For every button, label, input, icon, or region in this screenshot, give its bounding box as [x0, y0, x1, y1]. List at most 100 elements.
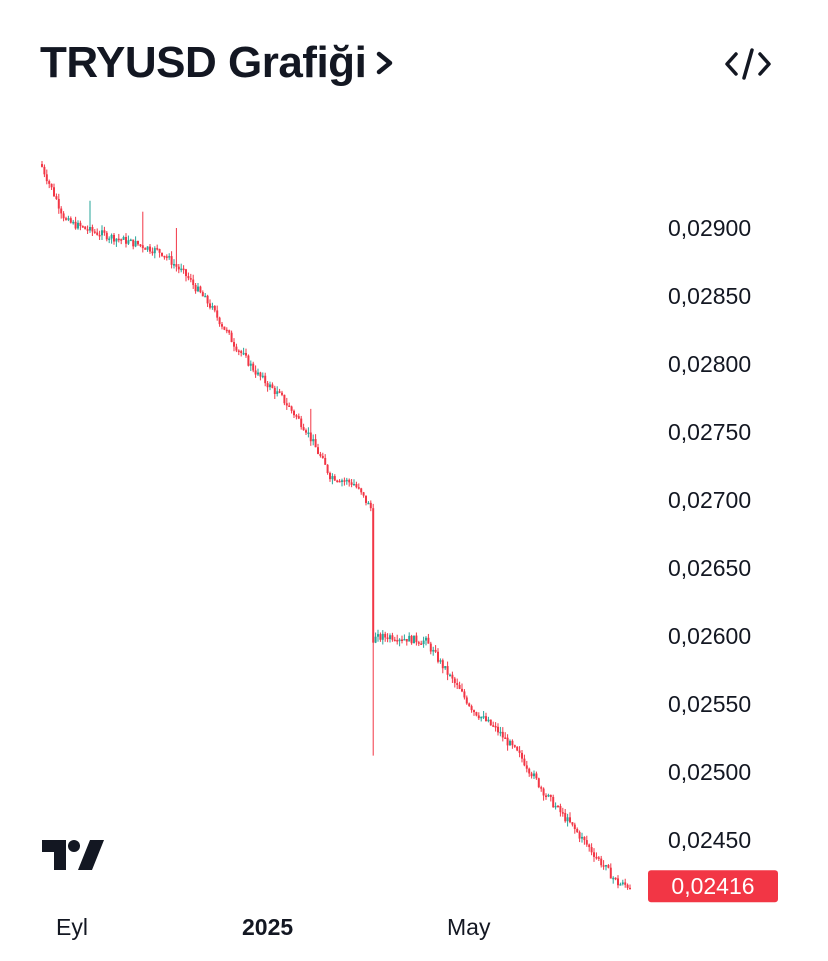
candle-body [561, 812, 564, 814]
candle-body [211, 306, 214, 308]
candle-body [199, 286, 202, 293]
candle-body [516, 746, 519, 751]
candle-body [273, 387, 276, 394]
candle-body [417, 642, 420, 644]
candle-body [389, 635, 391, 640]
candle-body [429, 643, 432, 652]
candle-body [81, 226, 84, 228]
candle-body [197, 286, 199, 292]
candle-body [177, 266, 180, 270]
candle-body [278, 391, 281, 393]
candle-body [216, 310, 219, 318]
candle-body [257, 372, 259, 375]
candle-body [110, 234, 113, 239]
candle-body [600, 858, 603, 866]
candle-body [401, 639, 403, 642]
candle-body [540, 787, 543, 789]
candle-body [422, 640, 425, 645]
candle-body [127, 240, 130, 244]
candle-body [513, 745, 516, 747]
candle-body [96, 232, 99, 235]
candle-body [415, 635, 418, 643]
tradingview-logo[interactable] [42, 838, 104, 872]
code-embed-icon[interactable] [722, 44, 774, 84]
candle-body [221, 324, 223, 327]
candle-body [624, 882, 627, 885]
candle-body [535, 773, 538, 779]
candle-body [353, 484, 355, 486]
candle-body [396, 640, 399, 642]
candle-body [132, 239, 135, 247]
candle-body [482, 716, 485, 718]
candle-body [557, 805, 559, 808]
candle-body [60, 208, 63, 214]
candle-body [446, 666, 449, 675]
candle-body [175, 264, 178, 267]
candle-body [297, 416, 300, 419]
candle-body [194, 285, 197, 292]
candle-body [333, 476, 336, 481]
candle-body [434, 649, 437, 652]
candle-body [470, 706, 473, 711]
candle-body [161, 252, 163, 256]
candle-body [254, 370, 257, 375]
candle-body [583, 836, 586, 841]
candle-body [439, 660, 442, 662]
candle-body [74, 221, 77, 229]
candle-body [405, 639, 408, 642]
candle-body [480, 716, 483, 719]
candle-body [149, 246, 151, 252]
candle-body [381, 633, 384, 640]
candle-body [101, 230, 103, 236]
candle-body [182, 268, 185, 271]
y-axis: 0,02900 0,02850 0,02800 0,02750 0,02700 0,026… [668, 215, 751, 853]
candle-body [578, 832, 581, 839]
candle-body [453, 678, 456, 684]
candle-body [43, 166, 46, 175]
candle-body [218, 317, 221, 325]
candle-body [547, 794, 550, 797]
candle-body [53, 187, 55, 197]
candle-body [79, 222, 82, 227]
candle-body [105, 232, 108, 240]
candle-body [576, 829, 579, 833]
candle-body [113, 234, 115, 242]
candle-body [420, 643, 423, 645]
y-tick-label: 0,02550 [668, 691, 751, 717]
candle-body [225, 329, 228, 332]
last-price-label: 0,02416 [671, 873, 754, 899]
candle-body [321, 455, 324, 458]
candle-body [499, 731, 502, 734]
candle-body [62, 213, 65, 219]
candle-body [461, 688, 463, 692]
candle-body [629, 887, 631, 890]
candle-body [497, 726, 499, 733]
candle-body [137, 240, 139, 245]
candle-body [559, 805, 562, 813]
candle-body [77, 222, 79, 229]
candle-body [204, 295, 207, 298]
candle-body [609, 867, 612, 879]
candle-body [374, 636, 377, 643]
candle-body [312, 439, 315, 442]
candle-body [276, 391, 279, 394]
candle-body [451, 674, 454, 679]
candle-body [552, 796, 555, 808]
x-tick-label: 2025 [242, 914, 293, 940]
chart-title-link[interactable]: TRYUSD Grafiği [40, 38, 400, 88]
candle-body [489, 719, 492, 726]
candle-body [537, 778, 540, 788]
candle-body [156, 248, 159, 250]
candle-body [477, 715, 480, 719]
candle-body [350, 482, 353, 485]
candle-body [386, 637, 389, 640]
candle-body [360, 488, 363, 493]
candle-body [98, 234, 101, 237]
candle-body [487, 719, 490, 722]
candle-body [571, 822, 574, 825]
candle-body [393, 639, 396, 642]
candle-body [506, 737, 509, 746]
candle-series [41, 161, 631, 890]
candle-body [607, 865, 610, 868]
